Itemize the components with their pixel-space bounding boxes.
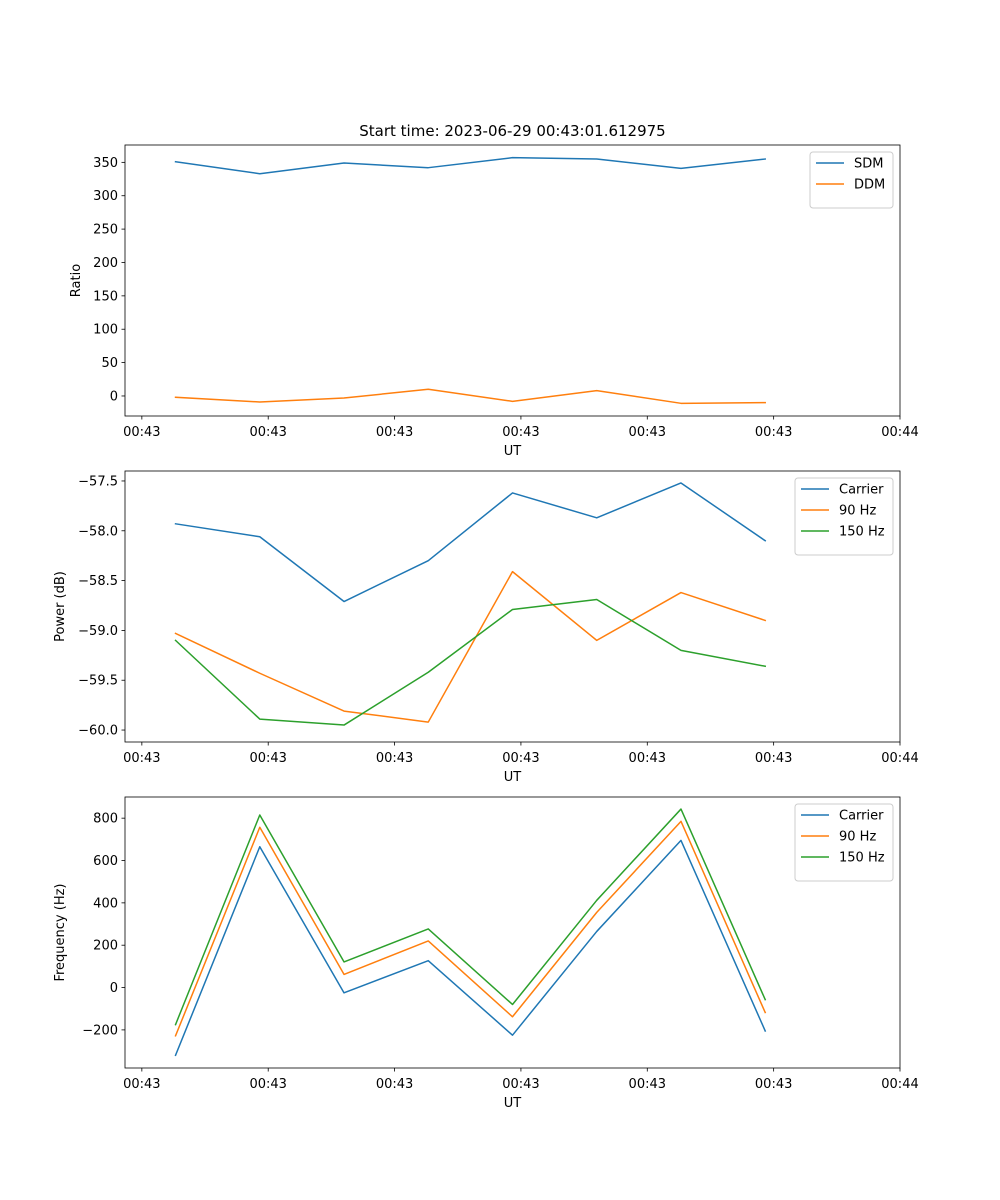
y-tick-label-ratio-6: 300 [93,189,118,204]
x-tick-label-power-3: 00:43 [502,751,539,766]
plots-container: 0 50 100 150 200 250 300 350 00:43 00:43 00:43 00:4… [53,144,919,1111]
series-line-frequency-2 [174,808,767,1026]
y-tick-label-power-2: −59.0 [78,624,118,639]
y-tick-label-ratio-4: 200 [93,256,118,271]
series-line-frequency-1 [174,820,767,1037]
series-line-power-2 [174,598,767,726]
axes-ratio: 0 50 100 150 200 250 300 350 00:43 00:43 00:43 00:4… [69,144,919,459]
y-tick-label-ratio-1: 50 [101,356,118,371]
x-tick-label-power-6: 00:44 [881,751,918,766]
x-tick-label-ratio-4: 00:43 [629,425,666,440]
x-tick-label-frequency-6: 00:44 [881,1077,918,1092]
y-tick-label-ratio-3: 150 [93,289,118,304]
legend-label-power-1: 90 Hz [839,504,876,519]
axes-frame-power [124,470,901,743]
x-tick-label-power-2: 00:43 [376,751,413,766]
x-tick-label-power-4: 00:43 [629,751,666,766]
x-axis-label-frequency: UT [504,1096,522,1111]
legend-box-ratio [809,151,894,209]
x-tick-label-frequency-4: 00:43 [629,1077,666,1092]
x-tick-label-ratio-2: 00:43 [376,425,413,440]
y-tick-label-ratio-2: 100 [93,323,118,338]
x-tick-label-ratio-0: 00:43 [123,425,160,440]
x-tick-label-power-5: 00:43 [755,751,792,766]
x-tick-label-power-1: 00:43 [249,751,286,766]
series-line-ratio-1 [174,388,766,405]
x-tick-label-ratio-3: 00:43 [502,425,539,440]
series-line-power-1 [174,570,767,723]
y-axis-label-frequency: Frequency (Hz) [53,883,68,981]
legend-box-frequency [794,803,894,882]
y-tick-label-frequency-3: 400 [93,896,118,911]
y-tick-label-frequency-2: 200 [93,939,118,954]
series-line-power-0 [174,482,767,603]
x-tick-label-frequency-5: 00:43 [755,1077,792,1092]
axes-frame-frequency [124,796,901,1069]
legend-label-power-0: Carrier [839,483,884,498]
legend-ratio: SDM DDM [809,151,894,209]
x-tick-label-power-0: 00:43 [123,751,160,766]
y-tick-label-power-5: −57.5 [78,474,118,489]
y-tick-label-ratio-5: 250 [93,223,118,238]
x-tick-label-ratio-6: 00:44 [881,425,918,440]
x-tick-label-ratio-5: 00:43 [755,425,792,440]
axes-frame-ratio [124,144,901,417]
x-tick-label-frequency-1: 00:43 [249,1077,286,1092]
axes-power: −60.0 −59.5 −59.0 −58.5 −58.0 −57.5 00:43 00:43… [53,470,919,785]
x-axis-label-ratio: UT [504,444,522,459]
legend-label-frequency-1: 90 Hz [839,830,876,845]
y-tick-label-power-4: −58.0 [78,524,118,539]
x-tick-label-frequency-0: 00:43 [123,1077,160,1092]
series-line-ratio-0 [174,156,767,175]
y-tick-label-power-1: −59.5 [78,674,118,689]
axes-frequency: −200 0 200 400 600 800 00:43 00:43 00:43 00:43 00:… [53,796,919,1111]
x-tick-label-frequency-3: 00:43 [502,1077,539,1092]
y-tick-label-power-0: −60.0 [78,724,118,739]
legend-label-ratio-1: DDM [854,178,885,193]
series-line-frequency-0 [174,839,767,1057]
y-tick-label-frequency-1: 0 [110,981,118,996]
y-tick-label-frequency-4: 600 [93,854,118,869]
y-tick-label-ratio-0: 0 [110,389,118,404]
x-tick-label-ratio-1: 00:43 [249,425,286,440]
legend-label-power-2: 150 Hz [839,525,885,540]
legend-frequency: Carrier 90 Hz 150 Hz [794,803,894,882]
y-axis-label-ratio: Ratio [69,264,84,297]
figure-title: Start time: 2023-06-29 00:43:01.612975 [359,122,665,140]
legend-box-power [794,477,894,556]
y-tick-label-power-3: −58.5 [78,574,118,589]
y-tick-label-ratio-7: 350 [93,156,118,171]
y-axis-label-power: Power (dB) [53,571,68,642]
y-tick-label-frequency-0: −200 [82,1023,118,1038]
x-axis-label-power: UT [504,770,522,785]
x-tick-label-frequency-2: 00:43 [376,1077,413,1092]
legend-label-frequency-2: 150 Hz [839,851,885,866]
y-tick-label-frequency-5: 800 [93,812,118,827]
legend-power: Carrier 90 Hz 150 Hz [794,477,894,556]
legend-label-frequency-0: Carrier [839,809,884,824]
legend-label-ratio-0: SDM [854,157,883,172]
